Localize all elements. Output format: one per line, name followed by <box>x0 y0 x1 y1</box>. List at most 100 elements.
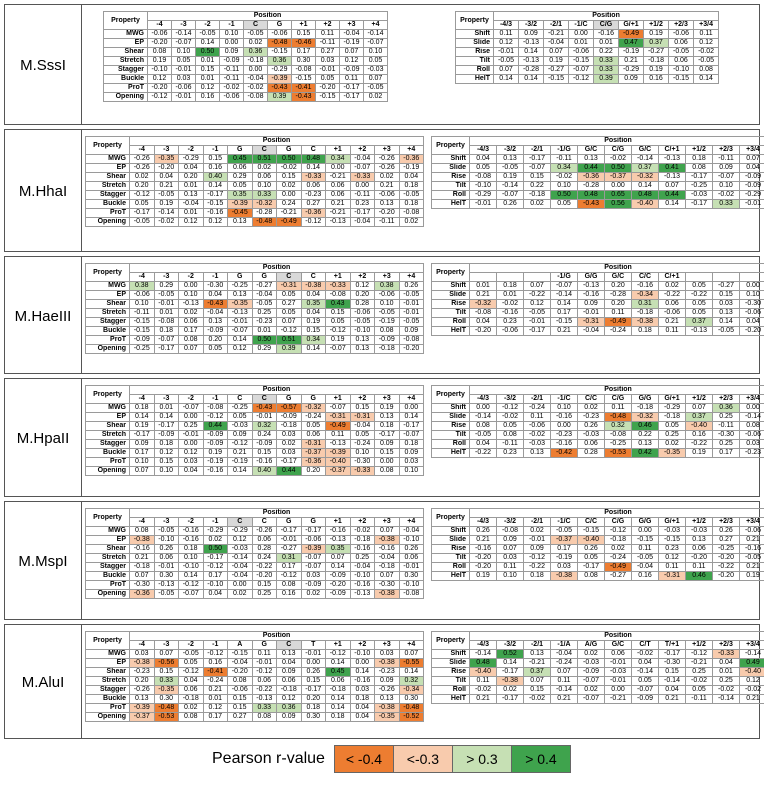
correlation-cell: 0.07 <box>374 526 400 536</box>
correlation-cell: -0.01 <box>398 308 425 318</box>
correlation-cell: -0.16 <box>325 526 351 536</box>
correlation-cell: -0.17 <box>685 199 713 209</box>
table-row: Slide 0.12 -0.13 -0.04 0.01 0.01 0.47 0.37 0.06 0… <box>455 38 720 48</box>
property-name: Buckle <box>85 448 130 458</box>
correlation-cell: -0.22 <box>685 439 713 449</box>
correlation-cell: -0.22 <box>251 562 277 572</box>
correlation-cell: 0.02 <box>577 403 605 413</box>
correlation-cell: -0.02 <box>712 190 740 200</box>
correlation-cell: 0.14 <box>692 74 720 84</box>
correlation-cell: 0.10 <box>363 47 388 57</box>
property-name: Shear <box>85 299 130 309</box>
correlation-cell: 0.00 <box>374 457 400 467</box>
correlation-cell: -0.17 <box>300 526 326 536</box>
position-label: G/+1 <box>658 394 686 404</box>
correlation-cell: -0.05 <box>153 526 179 536</box>
correlation-cell: -0.11 <box>315 38 340 48</box>
correlation-cell: -0.07 <box>171 38 196 48</box>
position-label: G/C <box>604 272 632 282</box>
table-row: Tilt -0.05 0.08 -0.02 -0.23 -0.03 -0.08 0.22 0.2… <box>431 430 764 440</box>
correlation-cell: -0.08 <box>604 430 632 440</box>
property-name: Roll <box>431 190 470 200</box>
correlation-cell: 0.05 <box>129 199 155 209</box>
position-label: +2/3 <box>712 394 740 404</box>
correlation-cell: -0.01 <box>604 676 632 686</box>
correlation-cell: 0.04 <box>631 658 659 668</box>
property-header: Property <box>431 385 470 404</box>
correlation-cell: -0.15 <box>267 47 292 57</box>
correlation-cell: 0.40 <box>251 466 277 476</box>
correlation-cell: 0.21 <box>469 535 497 545</box>
correlation-cell: 0.30 <box>398 694 425 704</box>
correlation-cell: -0.04 <box>631 562 659 572</box>
correlation-cell: -0.41 <box>291 83 316 93</box>
property-name: Roll <box>431 439 470 449</box>
correlation-cell: 0.14 <box>227 466 253 476</box>
correlation-cell: 0.30 <box>300 712 326 722</box>
correlation-cell: 0.17 <box>129 448 155 458</box>
correlation-cell: 0.19 <box>496 172 524 182</box>
correlation-cell: -0.26 <box>374 163 400 173</box>
correlation-cell: -0.20 <box>469 553 497 563</box>
correlation-cell: 0.03 <box>315 56 340 66</box>
correlation-cell: 0.01 <box>202 694 228 704</box>
property-header: Property <box>85 631 130 650</box>
correlation-cell: -0.18 <box>374 562 400 572</box>
correlation-cell: -0.05 <box>398 290 425 300</box>
correlation-cell: 0.17 <box>202 712 228 722</box>
correlation-cell: 0.13 <box>712 308 740 318</box>
correlation-cell: -0.14 <box>363 29 388 39</box>
correlation-cell: -0.14 <box>153 208 179 218</box>
position-label: -1/C <box>550 394 578 404</box>
right-property-table: Property Position -1/G G/G G/C C/C C/+1 Shift 0.… <box>431 263 764 336</box>
correlation-cell: 0.06 <box>604 649 632 659</box>
correlation-cell: -0.03 <box>227 421 253 431</box>
correlation-cell: 0.00 <box>178 281 204 291</box>
table-row: HelT 0.14 0.14 -0.15 -0.12 0.39 0.09 0.16 -0.15 0… <box>455 74 720 84</box>
table-row: ProT -0.17 -0.14 0.01 -0.16 -0.45 -0.28 -0.21 -0… <box>85 208 425 218</box>
correlation-cell: -0.16 <box>631 281 659 291</box>
correlation-cell: -0.48 <box>604 412 632 422</box>
correlation-cell: -0.03 <box>577 430 605 440</box>
correlation-cell: -0.16 <box>469 544 497 554</box>
correlation-cell: -0.17 <box>339 92 364 102</box>
correlation-cell: 0.14 <box>202 181 228 191</box>
correlation-cell: 0.03 <box>398 457 425 467</box>
correlation-cell: 0.23 <box>349 199 375 209</box>
position-label: +1/2 <box>685 145 713 155</box>
property-name: Stretch <box>85 430 130 440</box>
table-row: EP 0.14 0.14 0.00 -0.12 0.05 -0.01 -0.09 -0.24 -0… <box>85 412 425 422</box>
correlation-cell: 0.18 <box>325 712 351 722</box>
correlation-cell: 0.26 <box>469 526 497 536</box>
correlation-cell: 0.19 <box>202 448 228 458</box>
correlation-cell: -0.28 <box>251 208 277 218</box>
enzyme-panel: M.HhaI Property Position -4 -3 -2 -1 G C G C +1 +2 +3… <box>4 129 764 252</box>
correlation-cell: 0.65 <box>604 190 632 200</box>
table-row: Tilt -0.08 -0.16 -0.05 0.17 -0.01 0.11 -0.18 -0.… <box>431 308 764 318</box>
correlation-cell: 0.11 <box>631 544 659 554</box>
correlation-cell: 0.48 <box>577 190 605 200</box>
correlation-cell: -0.21 <box>604 694 632 704</box>
correlation-cell: -0.12 <box>227 439 253 449</box>
correlation-cell: 0.11 <box>469 676 497 686</box>
correlation-cell: 0.10 <box>219 29 244 39</box>
table-row: Opening -0.36 -0.05 -0.07 0.04 0.02 0.25 0.16 0.… <box>85 589 425 599</box>
correlation-cell: -0.34 <box>631 290 659 300</box>
correlation-cell: -0.16 <box>577 290 605 300</box>
correlation-cell: 0.07 <box>339 47 364 57</box>
table-row: Tilt 0.11 -0.38 0.07 0.11 -0.07 -0.01 0.05 -0.14… <box>431 676 764 686</box>
legend-item-strong-negative: < -0.4 <box>333 745 394 773</box>
enzyme-label: M.MspI <box>18 553 68 570</box>
property-name: Buckle <box>85 571 130 581</box>
correlation-cell: 0.41 <box>658 163 686 173</box>
correlation-cell: 0.04 <box>300 290 326 300</box>
correlation-cell: -0.20 <box>251 571 277 581</box>
correlation-cell: -0.02 <box>550 172 578 182</box>
correlation-cell: -0.48 <box>398 703 425 713</box>
correlation-cell: -0.10 <box>349 571 375 581</box>
position-label: +2 <box>315 20 340 30</box>
position-header: Position <box>468 385 764 395</box>
correlation-cell: 0.14 <box>300 344 326 354</box>
correlation-cell: 0.02 <box>363 92 388 102</box>
correlation-cell: -0.11 <box>129 308 155 318</box>
